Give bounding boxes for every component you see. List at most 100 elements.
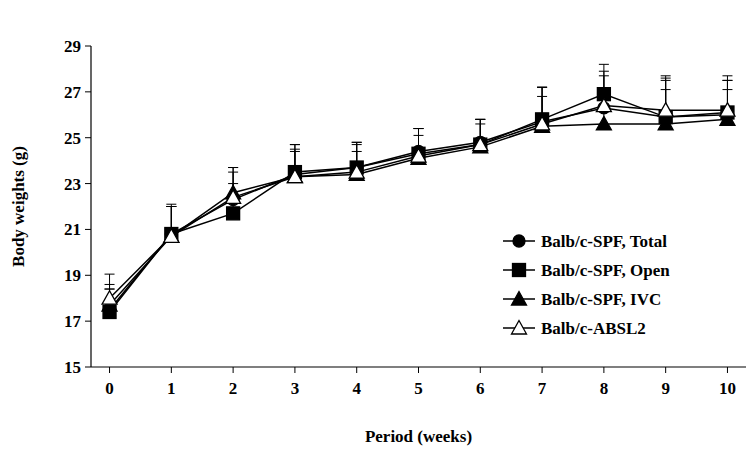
series [103, 64, 734, 318]
x-tick [418, 367, 419, 373]
x-tick [109, 367, 110, 373]
x-tick-label: 5 [414, 379, 423, 398]
x-tick-label: 2 [229, 379, 238, 398]
series [102, 71, 735, 304]
y-tick-label: 25 [64, 129, 81, 148]
x-tick-label: 10 [719, 379, 736, 398]
y-tick [85, 367, 91, 368]
point [474, 138, 487, 151]
series-line [110, 108, 728, 310]
error-cap [414, 128, 424, 129]
error-cap [352, 142, 362, 143]
point [535, 116, 550, 129]
chart: 1517192123252729012345678910Period (week… [0, 0, 752, 451]
point [227, 207, 240, 220]
y-tick [85, 275, 91, 276]
series-line [110, 94, 728, 312]
y-tick-label: 17 [64, 312, 82, 331]
x-tick [603, 367, 604, 373]
error-cap [105, 274, 115, 275]
x-tick [542, 367, 543, 373]
y-tick [85, 91, 91, 92]
error-cap [414, 128, 424, 129]
series-line [110, 106, 728, 299]
error-cap [537, 87, 547, 88]
x-tick [294, 367, 295, 373]
error-cap [475, 119, 485, 120]
x-tick-label: 1 [167, 379, 176, 398]
error-cap [537, 87, 547, 88]
error-cap [599, 64, 609, 65]
series [102, 90, 735, 312]
point [658, 116, 673, 129]
error-cap [475, 119, 485, 120]
point [720, 103, 735, 117]
x-tick-label: 3 [291, 379, 300, 398]
y-axis [90, 46, 91, 367]
legend-entry: Balb/c-ABSL2 [503, 319, 646, 338]
x-tick-label: 9 [661, 379, 670, 398]
y-tick [85, 137, 91, 138]
y-tick-label: 23 [64, 175, 81, 194]
error-cap [537, 87, 547, 88]
legend-marker [513, 264, 526, 277]
legend-label: Balb/c-ABSL2 [541, 319, 646, 338]
legend-marker [512, 321, 527, 335]
x-tick-label: 7 [538, 379, 547, 398]
error-cap [475, 119, 485, 120]
legend-entry: Balb/c-SPF, IVC [503, 290, 661, 309]
x-tick-label: 8 [600, 379, 609, 398]
error-cap [722, 75, 732, 76]
error-cap [290, 144, 300, 145]
point [226, 190, 241, 204]
y-tick [85, 321, 91, 322]
x-tick-label: 6 [476, 379, 485, 398]
y-tick [85, 46, 91, 47]
legend-entry: Balb/c-SPF, Open [503, 261, 670, 280]
legend-marker [512, 292, 527, 306]
error-cap [599, 71, 609, 72]
y-tick-label: 15 [64, 358, 81, 377]
y-tick-label: 21 [64, 220, 81, 239]
error-cap [661, 75, 671, 76]
point [102, 291, 117, 305]
x-tick [480, 367, 481, 373]
y-tick-label: 19 [64, 266, 81, 285]
point [411, 149, 426, 163]
error-cap [166, 204, 176, 205]
legend-label: Balb/c-SPF, IVC [541, 290, 661, 309]
point [164, 229, 179, 243]
error-cap [228, 167, 238, 168]
x-axis-label: Period (weeks) [365, 427, 472, 446]
x-tick-label: 0 [105, 379, 114, 398]
point [596, 98, 611, 112]
x-tick [727, 367, 728, 373]
error-cap [352, 144, 362, 145]
error-cap [166, 206, 176, 207]
series [104, 76, 734, 316]
error-cap [166, 206, 176, 207]
error-cap [228, 167, 238, 168]
point [658, 103, 673, 117]
error-cap [352, 142, 362, 143]
error-cap [290, 151, 300, 152]
y-tick [85, 183, 91, 184]
y-tick-label: 27 [64, 83, 82, 102]
x-tick [171, 367, 172, 373]
point [596, 116, 611, 129]
x-tick [665, 367, 666, 373]
y-tick-label: 29 [64, 37, 81, 56]
series-line [110, 119, 728, 305]
point [473, 137, 488, 151]
plot-area [102, 64, 735, 318]
legend-label: Balb/c-SPF, Total [541, 232, 667, 251]
point [287, 169, 302, 183]
y-axis-label: Body weights (g) [9, 146, 28, 267]
point [164, 229, 179, 243]
legend: Balb/c-SPF, Total Balb/c-SPF, Open Balb/c-… [503, 232, 670, 338]
point [349, 165, 364, 179]
x-tick [356, 367, 357, 373]
y-tick [85, 229, 91, 230]
x-tick [233, 367, 234, 373]
error-cap [414, 128, 424, 129]
